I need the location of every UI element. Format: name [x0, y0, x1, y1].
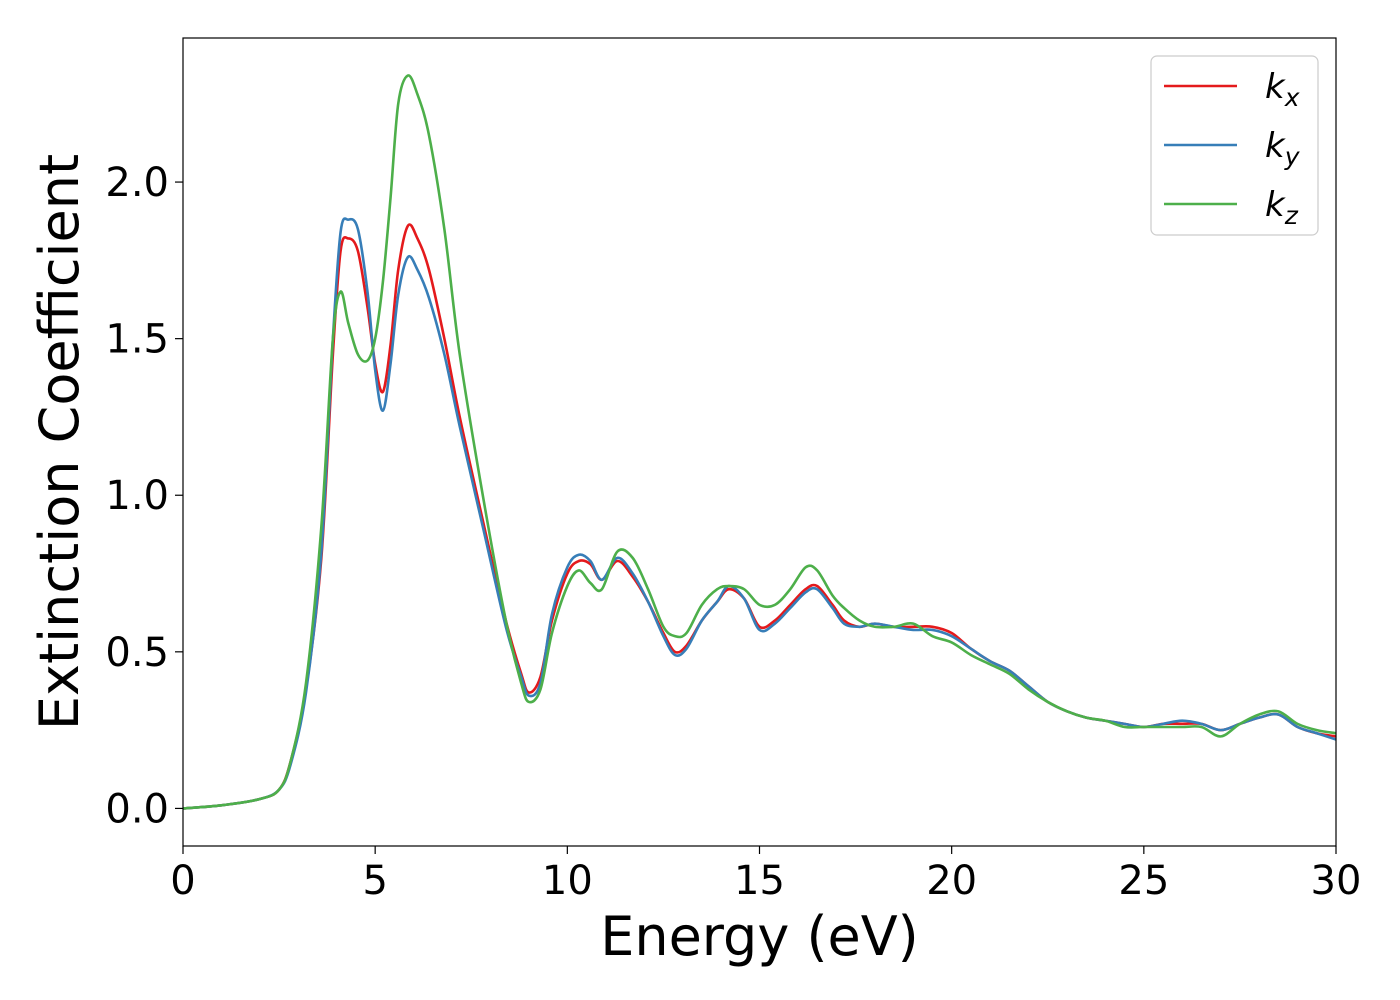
x-tick-label: 10	[542, 858, 593, 904]
series-line-x	[182, 223, 1337, 810]
y-axis-title: Extinction Coefficient	[28, 154, 91, 730]
y-tick-label: 2.0	[105, 160, 169, 206]
ticks-layer: 0 5 10 15 20 25 30 0.0 0.5 1.0 1.5 2.0	[105, 160, 1361, 904]
x-tick-label: 5	[362, 858, 387, 904]
series-layer	[182, 74, 1337, 810]
y-tick-label: 1.0	[105, 473, 169, 519]
y-tick-label: 0.5	[105, 630, 169, 676]
x-tick-label: 0	[170, 858, 195, 904]
y-tick-label: 1.5	[105, 317, 169, 363]
legend: kx ky kz	[1150, 55, 1319, 236]
x-axis-title: Energy (eV)	[600, 905, 919, 968]
x-tick-label: 20	[926, 858, 977, 904]
x-tick-label: 30	[1311, 858, 1362, 904]
legend-label-y: ky	[1265, 126, 1301, 171]
x-tick-label: 15	[734, 858, 785, 904]
x-tick-label: 25	[1118, 858, 1169, 904]
y-tick-label: 0.0	[105, 786, 169, 832]
series-line-y	[182, 217, 1337, 810]
legend-label-x: kx	[1265, 67, 1300, 112]
legend-label-z: kz	[1265, 185, 1299, 230]
series-line-z	[182, 74, 1337, 810]
